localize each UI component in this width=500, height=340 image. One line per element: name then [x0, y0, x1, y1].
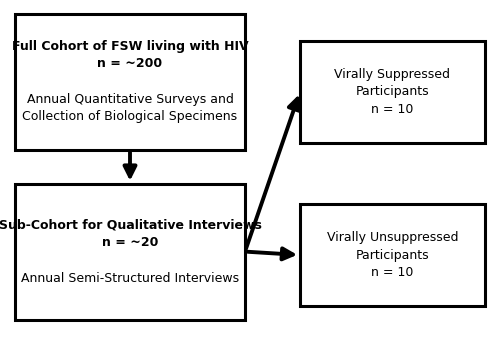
Text: n = ~200: n = ~200	[98, 57, 162, 70]
Text: n = 10: n = 10	[372, 266, 414, 279]
Text: Annual Semi-Structured Interviews: Annual Semi-Structured Interviews	[21, 272, 239, 285]
FancyBboxPatch shape	[15, 14, 245, 150]
Text: n = ~20: n = ~20	[102, 236, 158, 249]
Text: Virally Suppressed: Virally Suppressed	[334, 68, 450, 81]
Text: Participants: Participants	[356, 85, 430, 98]
Text: Collection of Biological Specimens: Collection of Biological Specimens	[22, 110, 238, 123]
Text: Annual Quantitative Surveys and: Annual Quantitative Surveys and	[26, 93, 234, 106]
FancyBboxPatch shape	[15, 184, 245, 320]
Text: Virally Unsuppressed: Virally Unsuppressed	[326, 231, 458, 244]
Text: Participants: Participants	[356, 249, 430, 261]
Text: n = 10: n = 10	[372, 103, 414, 116]
FancyBboxPatch shape	[300, 204, 485, 306]
Text: Sub-Cohort for Qualitative Interviews: Sub-Cohort for Qualitative Interviews	[0, 219, 262, 232]
FancyBboxPatch shape	[300, 41, 485, 143]
Text: Full Cohort of FSW living with HIV: Full Cohort of FSW living with HIV	[12, 40, 248, 53]
